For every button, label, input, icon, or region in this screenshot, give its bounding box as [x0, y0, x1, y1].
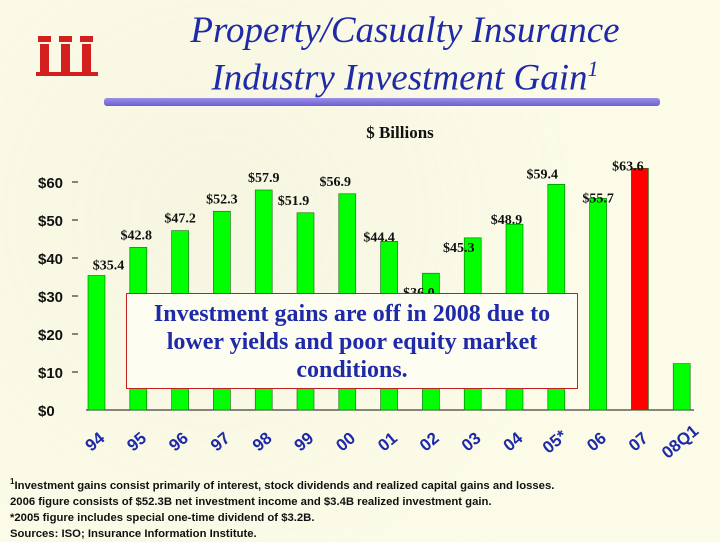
- units-label: $ Billions: [366, 123, 434, 142]
- y-tick-label: $0: [38, 403, 55, 420]
- bar-value-label: $56.9: [320, 175, 352, 190]
- bar-value-label: $59.4: [527, 167, 559, 182]
- bar-value-label: $47.2: [164, 212, 196, 227]
- title-underline: [104, 98, 660, 106]
- y-tick-label: $40: [38, 251, 63, 268]
- y-tick-label: $10: [38, 365, 63, 382]
- callout-box: Investment gains are off in 2008 due to …: [126, 293, 578, 389]
- bar: [589, 198, 607, 411]
- bar-value-label: $63.6: [612, 159, 644, 174]
- footnote-1: 1Investment gains consist primarily of i…: [10, 477, 555, 492]
- footnote-2: 2006 figure consists of $52.3B net inves…: [10, 495, 492, 508]
- footnotes: 1Investment gains consist primarily of i…: [10, 474, 715, 542]
- category-label: 98: [249, 428, 276, 455]
- bar-value-label: $52.3: [206, 192, 238, 207]
- category-label: 08Q1: [658, 421, 702, 462]
- category-label: 94: [82, 428, 109, 455]
- bar-chart: $0 $10 $20 $30 $40 $50 $60 $35.4 94 $42.8 95 $47.2 9…: [38, 159, 702, 462]
- bar-value-label: $57.9: [248, 171, 280, 186]
- title-line-2: Industry Investment Gain1: [211, 56, 599, 99]
- bar-value-label: $42.8: [121, 228, 153, 243]
- category-label: 95: [123, 428, 150, 455]
- iii-logo: [36, 36, 98, 76]
- category-label: 05*: [539, 426, 571, 457]
- category-label: 03: [458, 428, 485, 455]
- y-tick-label: $30: [38, 289, 63, 306]
- bar-value-label: $35.4: [93, 258, 125, 273]
- y-tick-label: $50: [38, 213, 63, 230]
- bar-value-label: $51.9: [278, 194, 310, 209]
- y-tick-label: $20: [38, 327, 63, 344]
- category-label: 01: [374, 428, 401, 455]
- category-label: 06: [583, 428, 610, 455]
- footnote-3: *2005 figure includes special one-time d…: [10, 511, 315, 524]
- category-label: 07: [625, 428, 652, 455]
- category-label: 00: [332, 428, 359, 455]
- y-tick-label: $60: [38, 175, 63, 192]
- bar-value-label: $44.4: [363, 230, 395, 245]
- footnote-4: Sources: ISO; Insurance Information Inst…: [10, 527, 257, 540]
- category-label: 99: [291, 428, 318, 455]
- bar: [631, 168, 649, 411]
- category-label: 04: [500, 428, 527, 455]
- title-line-1: Property/Casualty Insurance: [190, 10, 620, 51]
- bar: [87, 275, 106, 411]
- chart-title: Property/Casualty Insurance Industry Inv…: [110, 12, 700, 97]
- bar-value-label: $55.7: [582, 191, 614, 206]
- category-label: 97: [207, 428, 234, 455]
- category-label: 02: [416, 428, 443, 455]
- bar: [672, 363, 691, 411]
- bar-value-label: $48.9: [491, 213, 523, 228]
- category-label: 96: [165, 428, 192, 455]
- bar-value-label: $45.3: [443, 241, 475, 256]
